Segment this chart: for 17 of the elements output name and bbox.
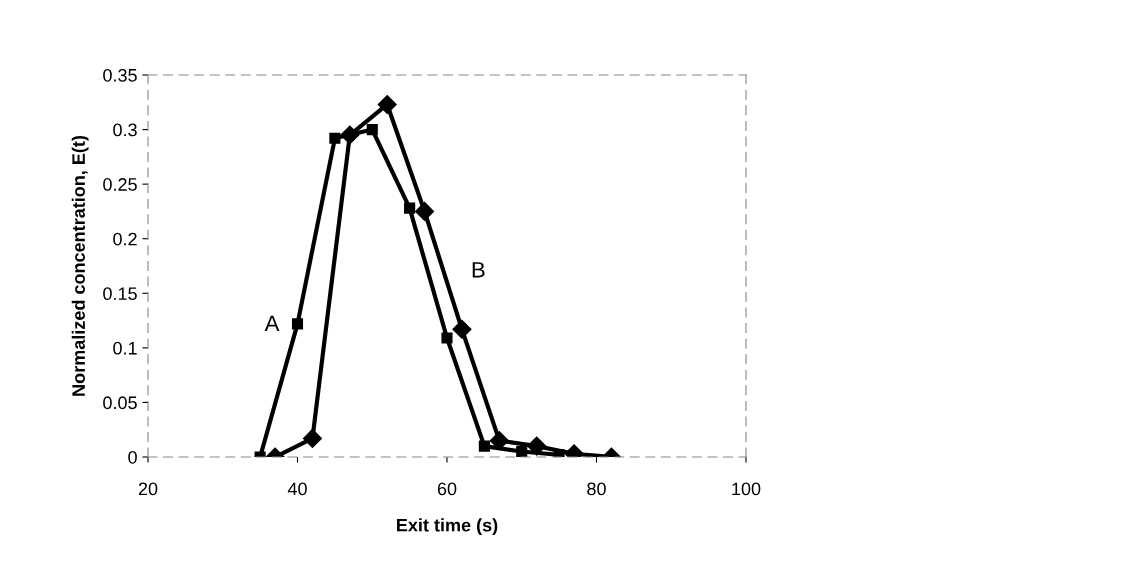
series-label: A bbox=[264, 315, 280, 331]
y-tick-label: 0.25 bbox=[103, 178, 137, 191]
y-axis-title: Normalized concentration, E(t) bbox=[71, 135, 89, 396]
x-tick-label: 100 bbox=[732, 482, 761, 496]
x-tick-label: 20 bbox=[138, 482, 158, 496]
y-tick-label: 0.2 bbox=[113, 232, 137, 246]
y-tick-label: 0.35 bbox=[103, 68, 137, 82]
x-axis-title: Exit time (s) bbox=[397, 518, 498, 536]
y-tick-label: 0 bbox=[128, 450, 137, 464]
y-tick-label: 0.1 bbox=[113, 341, 137, 355]
y-tick-label: 0.05 bbox=[103, 396, 137, 410]
x-tick-label: 40 bbox=[287, 482, 307, 496]
x-tick-label: 80 bbox=[587, 482, 606, 496]
series-label: B bbox=[472, 262, 485, 278]
x-tick-label: 60 bbox=[437, 482, 457, 496]
y-tick-label: 0.3 bbox=[113, 123, 137, 137]
y-tick-label: 0.15 bbox=[103, 287, 137, 301]
